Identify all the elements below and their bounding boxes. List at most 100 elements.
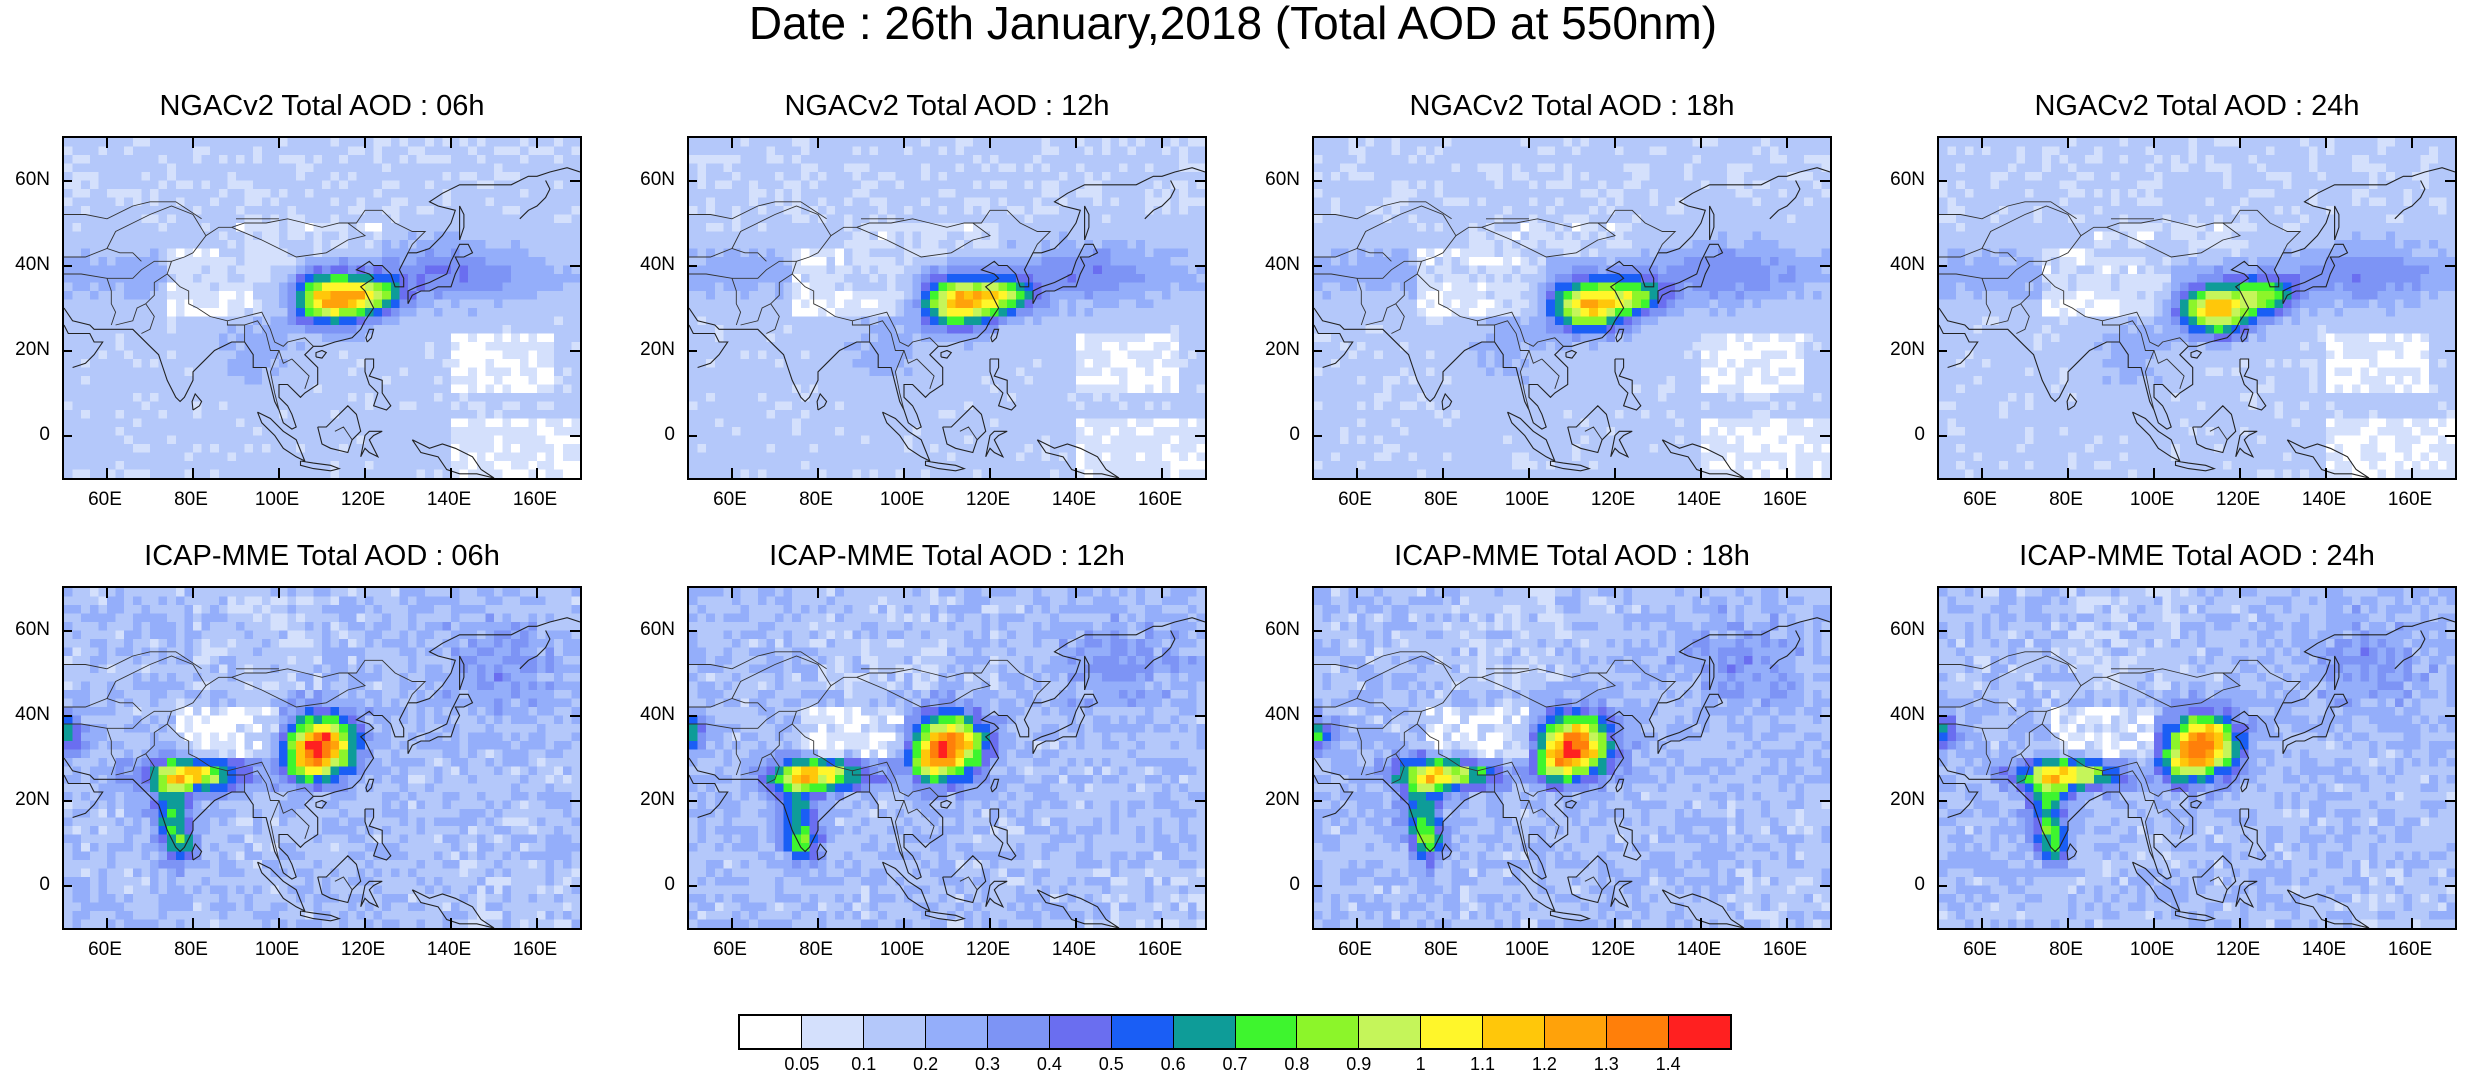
lon-tick bbox=[1075, 918, 1077, 928]
lat-label: 60N bbox=[615, 170, 675, 190]
panel-title: NGACv2 Total AOD : 12h bbox=[627, 90, 1267, 122]
lon-tick bbox=[1528, 588, 1530, 598]
lat-tick bbox=[570, 265, 580, 267]
lon-label: 140E bbox=[2284, 490, 2364, 510]
lat-label: 40N bbox=[1865, 255, 1925, 275]
lon-label: 60E bbox=[1940, 940, 2020, 960]
lat-tick bbox=[1312, 885, 1322, 887]
lat-label: 40N bbox=[1240, 255, 1300, 275]
lat-tick bbox=[1820, 350, 1830, 352]
lon-tick bbox=[1981, 138, 1983, 148]
lon-label: 60E bbox=[690, 490, 770, 510]
lon-tick bbox=[2239, 918, 2241, 928]
lon-label: 120E bbox=[1573, 940, 1653, 960]
lon-label: 80E bbox=[2026, 490, 2106, 510]
lat-label: 40N bbox=[1865, 705, 1925, 725]
panel-title: ICAP-MME Total AOD : 24h bbox=[1877, 540, 2466, 572]
colorbar-swatch bbox=[1669, 1016, 1730, 1048]
lon-label: 120E bbox=[1573, 490, 1653, 510]
lon-tick bbox=[989, 918, 991, 928]
lon-tick bbox=[817, 138, 819, 148]
lon-tick bbox=[1786, 138, 1788, 148]
lon-tick bbox=[989, 138, 991, 148]
lon-tick bbox=[1442, 588, 1444, 598]
colorbar-swatch bbox=[1359, 1016, 1421, 1048]
colorbar-label: 1.2 bbox=[1514, 1054, 1574, 1074]
lat-tick bbox=[570, 350, 580, 352]
lon-label: 80E bbox=[151, 490, 231, 510]
lon-tick bbox=[731, 918, 733, 928]
panel-title: ICAP-MME Total AOD : 12h bbox=[627, 540, 1267, 572]
lat-tick bbox=[1820, 630, 1830, 632]
lon-label: 60E bbox=[690, 940, 770, 960]
lon-label: 60E bbox=[65, 490, 145, 510]
lat-tick bbox=[1820, 800, 1830, 802]
lon-tick bbox=[1786, 588, 1788, 598]
lon-tick bbox=[2067, 138, 2069, 148]
lon-tick bbox=[364, 138, 366, 148]
colorbar-swatch bbox=[864, 1016, 926, 1048]
aod-colorbar bbox=[738, 1014, 1732, 1050]
lon-label: 140E bbox=[409, 490, 489, 510]
lat-label: 60N bbox=[1865, 170, 1925, 190]
colorbar-label: 0.4 bbox=[1019, 1054, 1079, 1074]
lon-tick bbox=[2239, 588, 2241, 598]
lon-label: 120E bbox=[323, 940, 403, 960]
lon-tick bbox=[2411, 588, 2413, 598]
lat-label: 0 bbox=[1865, 425, 1925, 445]
lon-tick bbox=[106, 468, 108, 478]
lon-tick bbox=[1981, 918, 1983, 928]
aod-map bbox=[687, 136, 1207, 480]
lon-tick bbox=[1161, 468, 1163, 478]
lon-tick bbox=[903, 468, 905, 478]
lat-label: 60N bbox=[0, 170, 50, 190]
lon-label: 100E bbox=[1487, 940, 1567, 960]
lon-tick bbox=[450, 468, 452, 478]
lat-label: 20N bbox=[1865, 340, 1925, 360]
colorbar-label: 0.5 bbox=[1081, 1054, 1141, 1074]
lon-label: 100E bbox=[237, 490, 317, 510]
colorbar-label: 0.05 bbox=[772, 1054, 832, 1074]
lon-label: 100E bbox=[2112, 490, 2192, 510]
lat-tick bbox=[687, 435, 697, 437]
lat-tick bbox=[1312, 435, 1322, 437]
lat-tick bbox=[570, 180, 580, 182]
lon-label: 80E bbox=[776, 940, 856, 960]
lat-tick bbox=[687, 885, 697, 887]
lat-tick bbox=[1312, 630, 1322, 632]
lon-tick bbox=[2325, 588, 2327, 598]
lat-label: 60N bbox=[1240, 620, 1300, 640]
lon-label: 100E bbox=[1487, 490, 1567, 510]
lat-label: 0 bbox=[1240, 425, 1300, 445]
lat-tick bbox=[570, 715, 580, 717]
lat-label: 20N bbox=[1865, 790, 1925, 810]
colorbar-swatch bbox=[1607, 1016, 1669, 1048]
lon-tick bbox=[106, 918, 108, 928]
lat-tick bbox=[1312, 800, 1322, 802]
lat-label: 20N bbox=[1240, 790, 1300, 810]
lat-label: 0 bbox=[615, 875, 675, 895]
lat-tick bbox=[1937, 715, 1947, 717]
colorbar-swatch bbox=[1545, 1016, 1607, 1048]
lat-tick bbox=[1312, 715, 1322, 717]
aod-map bbox=[62, 136, 582, 480]
lat-tick bbox=[62, 885, 72, 887]
lat-tick bbox=[2445, 265, 2455, 267]
lat-tick bbox=[2445, 885, 2455, 887]
lon-tick bbox=[278, 468, 280, 478]
lat-tick bbox=[570, 885, 580, 887]
lat-tick bbox=[62, 435, 72, 437]
lon-tick bbox=[1614, 138, 1616, 148]
lat-label: 40N bbox=[1240, 705, 1300, 725]
lon-label: 160E bbox=[2370, 940, 2450, 960]
lat-label: 20N bbox=[1240, 340, 1300, 360]
lat-tick bbox=[2445, 630, 2455, 632]
lon-label: 140E bbox=[1659, 490, 1739, 510]
aod-field bbox=[1314, 588, 1830, 928]
lat-tick bbox=[1937, 180, 1947, 182]
lat-tick bbox=[1195, 435, 1205, 437]
lon-label: 160E bbox=[1120, 940, 1200, 960]
lon-label: 80E bbox=[776, 490, 856, 510]
